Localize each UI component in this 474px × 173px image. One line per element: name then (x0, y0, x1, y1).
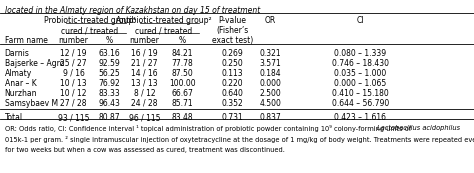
Text: 63.16: 63.16 (98, 49, 120, 58)
Text: %: % (105, 36, 113, 45)
Text: Darnis: Darnis (5, 49, 29, 58)
Text: 0.410 – 15.180: 0.410 – 15.180 (332, 89, 389, 98)
Text: 0.269: 0.269 (221, 49, 243, 58)
Text: 9 / 16: 9 / 16 (63, 69, 84, 78)
Text: 87.50: 87.50 (172, 69, 193, 78)
Text: cured / treated: cured / treated (135, 27, 192, 36)
Text: Almaty: Almaty (5, 69, 32, 78)
Text: exact test): exact test) (211, 36, 253, 45)
Text: 27 / 28: 27 / 28 (60, 99, 87, 108)
Text: 0.321: 0.321 (259, 49, 281, 58)
Text: 0.352: 0.352 (221, 99, 243, 108)
Text: 0.837: 0.837 (259, 113, 281, 122)
Text: OR: Odds ratio, CI: Confidence interval ¹ topical administration of probiotic po: OR: Odds ratio, CI: Confidence interval … (5, 125, 442, 131)
Text: 96.43: 96.43 (98, 99, 120, 108)
Text: 8 / 12: 8 / 12 (134, 89, 155, 98)
Text: 4.500: 4.500 (259, 99, 281, 108)
Text: 76.92: 76.92 (98, 79, 120, 88)
Text: 77.78: 77.78 (172, 59, 193, 68)
Text: number: number (58, 36, 89, 45)
Text: 0.644 – 56.790: 0.644 – 56.790 (332, 99, 389, 108)
Text: Samsybaev M: Samsybaev M (5, 99, 58, 108)
Text: 10 / 12: 10 / 12 (60, 89, 87, 98)
Text: Bajserke – Agro: Bajserke – Agro (5, 59, 64, 68)
Text: %: % (179, 36, 186, 45)
Text: Anar – K: Anar – K (5, 79, 36, 88)
Text: 10 / 13: 10 / 13 (60, 79, 87, 88)
Text: located in the Almaty region of Kazakhstan on day 15 of treatment: located in the Almaty region of Kazakhst… (5, 6, 260, 15)
Text: 16 / 19: 16 / 19 (131, 49, 158, 58)
Text: 0.000 – 1.065: 0.000 – 1.065 (334, 79, 386, 88)
Text: 12 / 19: 12 / 19 (60, 49, 87, 58)
Text: Antibiotic-treated group²: Antibiotic-treated group² (116, 16, 211, 25)
Text: 0.080 – 1.339: 0.080 – 1.339 (334, 49, 386, 58)
Text: 0.184: 0.184 (259, 69, 281, 78)
Text: for two weeks but when a cow was assessed as cured, treatment was discontinued.: for two weeks but when a cow was assesse… (5, 147, 284, 153)
Text: 0.746 – 18.430: 0.746 – 18.430 (332, 59, 389, 68)
Text: 0.731: 0.731 (221, 113, 243, 122)
Text: 100.00: 100.00 (169, 79, 196, 88)
Text: 25 / 27: 25 / 27 (60, 59, 87, 68)
Text: 015k-1 per gram. ² single intramuscular injection of oxytetracycline at the dosa: 015k-1 per gram. ² single intramuscular … (5, 136, 474, 143)
Text: 0.423 – 1.616: 0.423 – 1.616 (334, 113, 386, 122)
Text: 21 / 27: 21 / 27 (131, 59, 158, 68)
Text: Nurzhan: Nurzhan (5, 89, 37, 98)
Text: 66.67: 66.67 (172, 89, 193, 98)
Text: 0.220: 0.220 (221, 79, 243, 88)
Text: 93 / 115: 93 / 115 (58, 113, 89, 122)
Text: 80.87: 80.87 (98, 113, 120, 122)
Text: cured / treated: cured / treated (62, 27, 118, 36)
Text: OR: OR (264, 16, 276, 25)
Text: 84.21: 84.21 (172, 49, 193, 58)
Text: 83.48: 83.48 (172, 113, 193, 122)
Text: 96 / 115: 96 / 115 (129, 113, 160, 122)
Text: (Fisher’s: (Fisher’s (216, 26, 248, 35)
Text: 56.25: 56.25 (98, 69, 120, 78)
Text: 92.59: 92.59 (98, 59, 120, 68)
Text: 0.000: 0.000 (259, 79, 281, 88)
Text: number: number (129, 36, 160, 45)
Text: 13 / 13: 13 / 13 (131, 79, 158, 88)
Text: 3.571: 3.571 (259, 59, 281, 68)
Text: 85.71: 85.71 (172, 99, 193, 108)
Text: 0.250: 0.250 (221, 59, 243, 68)
Text: Lactobacillus acidophilus: Lactobacillus acidophilus (377, 125, 460, 131)
Text: 0.035 – 1.000: 0.035 – 1.000 (334, 69, 386, 78)
Text: 14 / 16: 14 / 16 (131, 69, 158, 78)
Text: Probiotic-treated group¹: Probiotic-treated group¹ (44, 16, 136, 25)
Text: Farm name: Farm name (5, 36, 47, 45)
Text: 0.640: 0.640 (221, 89, 243, 98)
Text: CI: CI (356, 16, 364, 25)
Text: 0.113: 0.113 (221, 69, 243, 78)
Text: 83.33: 83.33 (98, 89, 120, 98)
Text: P-value: P-value (218, 16, 246, 25)
Text: 2.500: 2.500 (259, 89, 281, 98)
Text: Total: Total (5, 113, 23, 122)
Text: 24 / 28: 24 / 28 (131, 99, 158, 108)
